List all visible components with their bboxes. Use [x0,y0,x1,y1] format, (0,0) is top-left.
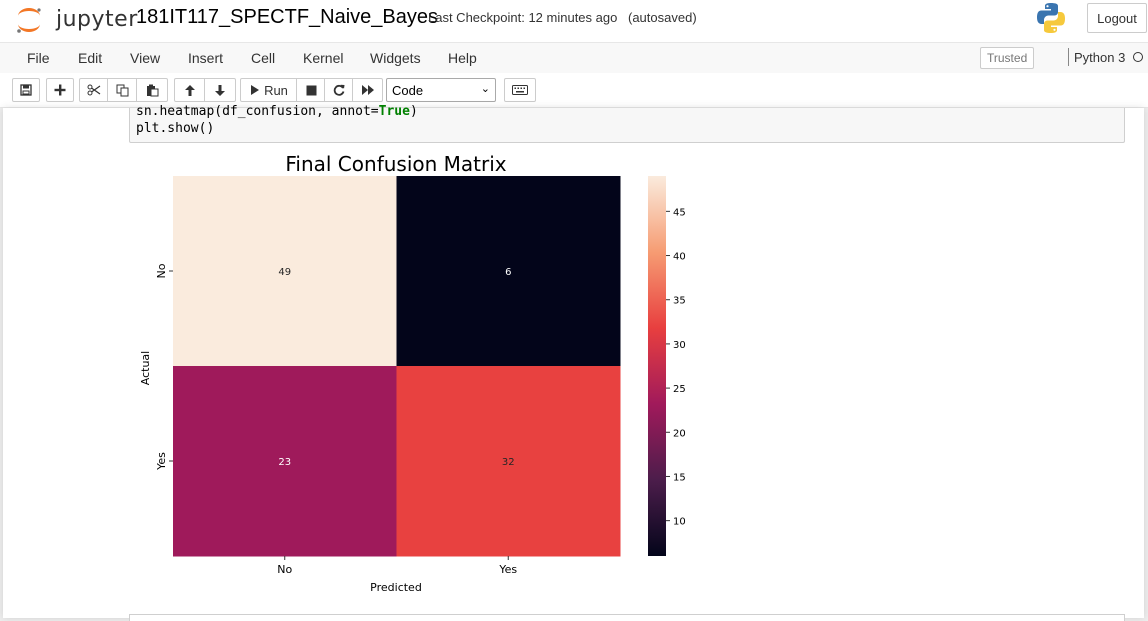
notebook-page: sn.heatmap(df_confusion, annot=True) plt… [3,104,1144,621]
chart-title: Final Confusion Matrix [285,152,506,176]
chevron-down-icon: ⌄ [480,83,490,95]
x-tick-label: No [277,563,292,576]
logo-text: jupyter [56,7,138,32]
save-icon [20,84,32,96]
menu-view[interactable]: View [130,50,161,66]
arrow-up-icon [185,84,195,96]
code-text: ) [409,104,418,119]
code-line-2: plt.show() [136,121,215,136]
y-axis-label: Actual [139,351,152,385]
kernel-idle-icon [1133,52,1143,62]
code-line-1: sn.heatmap(df_confusion, annot=True) [136,103,418,120]
jupyter-logo-icon [17,8,41,33]
code-cell-input[interactable]: sn.heatmap(df_confusion, annot=True) plt… [129,104,1125,143]
menu-cell[interactable]: Cell [251,50,276,66]
menu-kernel[interactable]: Kernel [303,50,344,66]
stop-icon [306,85,316,95]
python-logo-icon [1037,3,1065,33]
colorbar-tick-label: 35 [673,296,686,307]
paste-button[interactable] [136,78,168,102]
plus-icon [54,84,66,96]
jupyter-logo[interactable]: jupyter [14,4,137,34]
toolbar: Run Code ⌄ [0,73,1148,108]
restart-run-all-button[interactable] [352,78,383,102]
move-up-button[interactable] [174,78,206,102]
notebook-container: sn.heatmap(df_confusion, annot=True) plt… [0,104,1148,621]
logout-button[interactable]: Logout [1087,3,1147,33]
code-keyword: True [378,104,410,119]
run-label: Run [264,82,288,98]
interrupt-button[interactable] [296,78,326,102]
heatmap-cell [396,176,621,367]
x-tick-label: Yes [498,563,517,576]
menu-edit[interactable]: Edit [78,50,103,66]
scissors-icon [87,84,101,96]
cell-annotation: 6 [505,267,511,278]
colorbar-tick-label: 20 [673,428,686,439]
restart-icon [333,84,345,96]
cut-button[interactable] [79,78,109,102]
menu-help[interactable]: Help [448,50,477,66]
colorbar-tick-label: 15 [673,472,686,483]
run-button[interactable]: Run [240,78,298,102]
colorbar-tick-label: 10 [673,517,686,528]
notebook-name[interactable]: 181IT117_SPECTF_Naive_Bayes [136,6,439,28]
command-palette-button[interactable] [504,78,536,102]
menubar: File Edit View Insert Cell Kernel Widget… [0,42,1148,74]
autosave-status: (autosaved) [628,10,697,25]
insert-cell-button[interactable] [46,78,74,102]
fast-forward-icon [361,85,374,95]
colorbar [648,176,666,556]
trusted-indicator[interactable]: Trusted [980,47,1035,69]
checkpoint-status: Last Checkpoint: 12 minutes ago [428,10,618,25]
heatmap-cell [173,366,397,557]
cell-type-select[interactable]: Code ⌄ [386,78,496,102]
copy-icon [116,84,129,96]
header: jupyter 181IT117_SPECTF_Naive_Bayes Last… [0,0,1148,42]
menu-file[interactable]: File [27,50,50,66]
cell-type-value: Code [392,83,424,98]
cell-annotation: 49 [278,267,291,278]
kernel-name[interactable]: Python 3 [1074,50,1126,65]
heatmap-cell [396,366,621,557]
copy-button[interactable] [107,78,138,102]
save-button[interactable] [12,78,40,102]
colorbar-tick-label: 40 [673,252,686,263]
confusion-matrix-chart: Final Confusion Matrix 49 6 23 32 No Yes No Y… [139,152,686,594]
paste-icon [146,84,158,96]
colorbar-tick-label: 30 [673,340,686,351]
restart-button[interactable] [324,78,354,102]
y-tick-label: No [155,263,168,278]
menu-widgets[interactable]: Widgets [370,50,421,66]
y-tick-label: Yes [155,452,168,471]
colorbar-tick-label: 25 [673,384,686,395]
heatmap-cell [173,176,397,367]
x-axis-label: Predicted [370,581,422,594]
kernel-divider [1068,48,1069,66]
cell-annotation: 32 [502,457,515,468]
menu-insert[interactable]: Insert [188,50,224,66]
arrow-down-icon [215,84,225,96]
move-down-button[interactable] [204,78,236,102]
run-icon [251,85,260,95]
colorbar-tick-label: 45 [673,207,686,218]
keyboard-icon [512,85,528,95]
code-text: sn.heatmap(df_confusion, annot= [136,104,379,119]
cell-annotation: 23 [278,457,291,468]
